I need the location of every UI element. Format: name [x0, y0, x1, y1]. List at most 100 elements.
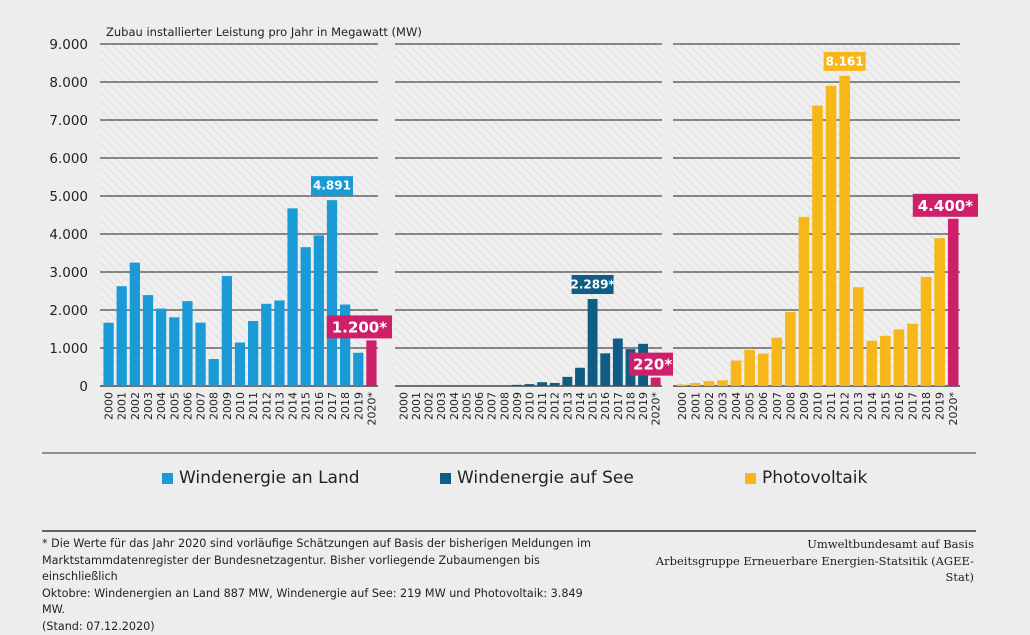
chart-title: Zubau installierter Leistung pro Jahr in…	[106, 25, 422, 39]
x-tick-label: 2016	[313, 392, 326, 420]
footnote-line-1: * Die Werte für das Jahr 2020 sind vorlä…	[42, 536, 602, 553]
bar	[744, 350, 755, 386]
bar	[866, 341, 877, 386]
x-tick-label: 2002	[129, 392, 142, 420]
x-tick-label: 2016	[599, 392, 612, 420]
bar	[771, 338, 782, 386]
bar	[222, 276, 232, 386]
x-tick-label: 2011	[247, 392, 260, 420]
bar	[209, 359, 219, 386]
x-tick-label: 2004	[448, 392, 461, 420]
bar	[717, 380, 728, 386]
x-tick-label: 2008	[208, 392, 221, 420]
legend-item-wind-sea: Windenergie auf See	[440, 468, 634, 488]
bar	[550, 383, 560, 386]
bar	[512, 385, 522, 386]
bar	[921, 277, 932, 386]
bar	[182, 301, 192, 386]
x-tick-label: 2006	[757, 392, 770, 420]
x-tick-label: 2007	[195, 392, 208, 420]
bar	[651, 378, 661, 386]
bar	[853, 287, 864, 386]
bar	[575, 368, 585, 386]
x-tick-label: 2012	[839, 392, 852, 420]
bar	[314, 235, 324, 386]
bar	[826, 86, 837, 386]
x-tick-label: 2001	[410, 392, 423, 420]
x-tick-label: 2007	[486, 392, 499, 420]
y-tick-label: 9.000	[49, 37, 88, 53]
x-tick-label: 2007	[771, 392, 784, 420]
bar	[274, 300, 284, 386]
bar	[588, 299, 598, 386]
source-line-2: Arbeitsgruppe Erneuerbare Energien-Stats…	[644, 553, 974, 586]
x-tick-label: 2004	[155, 392, 168, 420]
bar	[948, 219, 959, 386]
x-tick-label: 2020*	[650, 392, 663, 426]
bar	[562, 377, 572, 386]
x-tick-label: 2011	[536, 392, 549, 420]
bar	[600, 353, 610, 386]
legend-swatch-wind-sea	[440, 473, 451, 484]
x-tick-label: 2000	[397, 392, 410, 420]
footnote: * Die Werte für das Jahr 2020 sind vorlä…	[42, 536, 602, 635]
x-tick-label: 2019	[637, 392, 650, 420]
x-tick-label: 2004	[730, 392, 743, 420]
x-tick-label: 2011	[825, 392, 838, 420]
y-tick-label: 6.000	[49, 151, 88, 167]
legend-swatch-pv	[745, 473, 756, 484]
bar	[156, 309, 166, 386]
peak-label: 8.161	[826, 54, 864, 68]
legend-label-wind-sea: Windenergie auf See	[457, 468, 634, 488]
x-tick-label: 2017	[612, 392, 625, 420]
bar	[103, 323, 113, 386]
x-tick-label: 2005	[460, 392, 473, 420]
x-tick-label: 2000	[676, 392, 689, 420]
panel-background	[395, 44, 662, 386]
legend-item-pv: Photovoltaik	[745, 468, 867, 488]
x-tick-label: 2001	[689, 392, 702, 420]
x-tick-label: 2002	[423, 392, 436, 420]
bar	[894, 329, 905, 386]
bar	[301, 247, 311, 386]
peak-label: 2.289*	[570, 278, 615, 292]
chart-area: Zubau installierter Leistung pro Jahr in…	[0, 0, 1030, 460]
legend-item-wind-land: Windenergie an Land	[162, 468, 360, 488]
x-tick-label: 2017	[326, 392, 339, 420]
y-tick-label: 2.000	[49, 303, 88, 319]
bar	[366, 340, 376, 386]
y-tick-label: 3.000	[49, 265, 88, 281]
bar	[261, 304, 271, 386]
x-tick-label: 2008	[784, 392, 797, 420]
x-tick-label: 2019	[934, 392, 947, 420]
bar	[785, 312, 796, 386]
x-tick-label: 2014	[866, 392, 879, 420]
x-tick-label: 2018	[920, 392, 933, 420]
x-tick-label: 2008	[498, 392, 511, 420]
x-tick-label: 2012	[549, 392, 562, 420]
x-tick-label: 2002	[703, 392, 716, 420]
footnote-line-2: Marktstammdatenregister der Bundesnetzag…	[42, 553, 602, 586]
x-tick-label: 2001	[116, 392, 129, 420]
x-tick-label: 2018	[339, 392, 352, 420]
x-tick-label: 2014	[574, 392, 587, 420]
bar	[613, 339, 623, 387]
x-tick-label: 2018	[624, 392, 637, 420]
x-tick-label: 2019	[352, 392, 365, 420]
x-tick-label: 2006	[473, 392, 486, 420]
x-tick-label: 2013	[273, 392, 286, 420]
x-tick-label: 2015	[587, 392, 600, 420]
x-tick-label: 2020*	[947, 392, 960, 426]
bar	[704, 381, 715, 386]
x-tick-label: 2003	[142, 392, 155, 420]
x-tick-label: 2016	[893, 392, 906, 420]
footnote-line-4: (Stand: 07.12.2020)	[42, 619, 602, 635]
estimate-label: 220*	[633, 356, 672, 374]
x-tick-label: 2003	[435, 392, 448, 420]
bar	[731, 361, 742, 386]
x-tick-label: 2005	[168, 392, 181, 420]
legend: Windenergie an Land Windenergie auf See …	[0, 468, 1030, 490]
